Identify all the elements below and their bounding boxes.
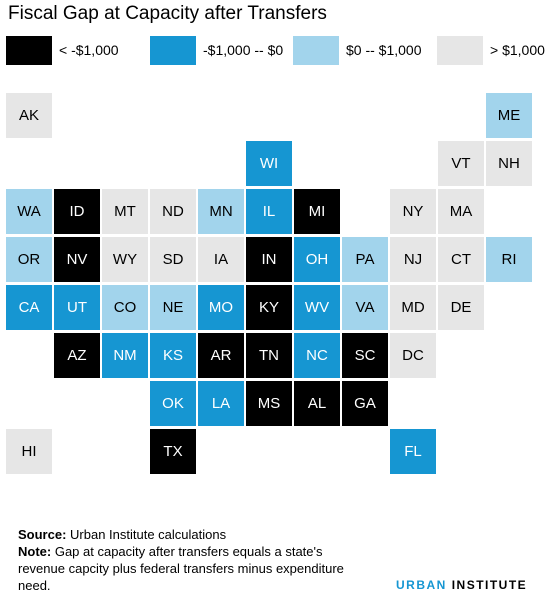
footer-notes: Source: Urban Institute calculations Not… bbox=[18, 526, 358, 594]
state-tile-hi: HI bbox=[6, 429, 52, 474]
urban-institute-logo: URBAN INSTITUTE bbox=[396, 578, 527, 592]
state-tile-nh: NH bbox=[486, 141, 532, 186]
state-tile-il: IL bbox=[246, 189, 292, 234]
logo-word-institute: INSTITUTE bbox=[451, 578, 528, 592]
state-tile-oh: OH bbox=[294, 237, 340, 282]
legend-label: -$1,000 -- $0 bbox=[203, 42, 284, 58]
state-tile-wa: WA bbox=[6, 189, 52, 234]
state-tile-ne: NE bbox=[150, 285, 196, 330]
state-tile-nd: ND bbox=[150, 189, 196, 234]
state-tile-ct: CT bbox=[438, 237, 484, 282]
state-tile-ak: AK bbox=[6, 93, 52, 138]
state-tile-vt: VT bbox=[438, 141, 484, 186]
state-tile-nv: NV bbox=[54, 237, 100, 282]
state-tile-wi: WI bbox=[246, 141, 292, 186]
state-tile-dc: DC bbox=[390, 333, 436, 378]
source-line: Source: Urban Institute calculations bbox=[18, 526, 358, 543]
tile-grid-map: AK ME WI VT NH WA ID MT ND MN IL MI NY MA OR NV WY SD IA IN… bbox=[6, 93, 532, 474]
state-tile-la: LA bbox=[198, 381, 244, 426]
source-label: Source: bbox=[18, 527, 67, 542]
state-tile-nm: NM bbox=[102, 333, 148, 378]
state-tile-mn: MN bbox=[198, 189, 244, 234]
state-tile-wv: WV bbox=[294, 285, 340, 330]
state-tile-md: MD bbox=[390, 285, 436, 330]
state-tile-ga: GA bbox=[342, 381, 388, 426]
legend-label: < -$1,000 bbox=[59, 42, 119, 58]
state-tile-ky: KY bbox=[246, 285, 292, 330]
state-tile-id: ID bbox=[54, 189, 100, 234]
legend-swatch bbox=[6, 36, 52, 65]
state-tile-ri: RI bbox=[486, 237, 532, 282]
state-tile-sd: SD bbox=[150, 237, 196, 282]
note-label: Note: bbox=[18, 544, 52, 559]
state-tile-mi: MI bbox=[294, 189, 340, 234]
state-tile-mt: MT bbox=[102, 189, 148, 234]
state-tile-ok: OK bbox=[150, 381, 196, 426]
state-tile-sc: SC bbox=[342, 333, 388, 378]
state-tile-or: OR bbox=[6, 237, 52, 282]
state-tile-ia: IA bbox=[198, 237, 244, 282]
state-tile-co: CO bbox=[102, 285, 148, 330]
legend-label: $0 -- $1,000 bbox=[346, 42, 422, 58]
state-tile-ms: MS bbox=[246, 381, 292, 426]
legend-swatch bbox=[437, 36, 483, 65]
note-line: Note: Gap at capacity after transfers eq… bbox=[18, 543, 358, 594]
state-tile-tx: TX bbox=[150, 429, 196, 474]
state-tile-va: VA bbox=[342, 285, 388, 330]
note-text: Gap at capacity after transfers equals a… bbox=[18, 544, 344, 593]
state-tile-ks: KS bbox=[150, 333, 196, 378]
state-tile-fl: FL bbox=[390, 429, 436, 474]
state-tile-al: AL bbox=[294, 381, 340, 426]
state-tile-mo: MO bbox=[198, 285, 244, 330]
state-tile-me: ME bbox=[486, 93, 532, 138]
legend-label: > $1,000 bbox=[490, 42, 545, 58]
state-tile-az: AZ bbox=[54, 333, 100, 378]
state-tile-in: IN bbox=[246, 237, 292, 282]
state-tile-nc: NC bbox=[294, 333, 340, 378]
legend-swatch bbox=[150, 36, 196, 65]
source-text: Urban Institute calculations bbox=[66, 527, 227, 542]
state-tile-wy: WY bbox=[102, 237, 148, 282]
logo-word-urban: URBAN bbox=[396, 578, 447, 592]
state-tile-nj: NJ bbox=[390, 237, 436, 282]
legend-swatch bbox=[293, 36, 339, 65]
state-tile-ny: NY bbox=[390, 189, 436, 234]
state-tile-ma: MA bbox=[438, 189, 484, 234]
map-title: Fiscal Gap at Capacity after Transfers bbox=[8, 3, 327, 24]
state-tile-tn: TN bbox=[246, 333, 292, 378]
state-tile-pa: PA bbox=[342, 237, 388, 282]
state-tile-de: DE bbox=[438, 285, 484, 330]
state-tile-ar: AR bbox=[198, 333, 244, 378]
state-tile-ca: CA bbox=[6, 285, 52, 330]
state-tile-ut: UT bbox=[54, 285, 100, 330]
